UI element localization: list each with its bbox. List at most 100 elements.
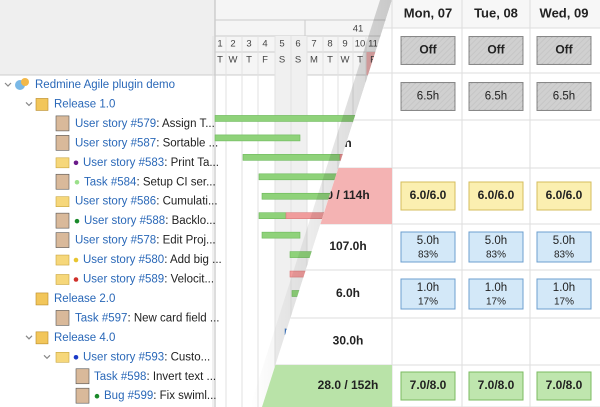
cell-hours: 5.0h xyxy=(485,235,507,247)
avatar xyxy=(55,115,70,132)
status-dot xyxy=(73,257,79,263)
avatar xyxy=(55,310,70,326)
cell-percent: 83% xyxy=(418,250,438,261)
issue-link[interactable]: Release 1.0 xyxy=(54,98,115,110)
tree-row: Redmine Agile plugin demo xyxy=(35,79,175,91)
total-label: 28.0 / 152h xyxy=(318,378,379,392)
expander xyxy=(4,82,12,87)
weekday-label: M xyxy=(310,55,318,66)
issue-link[interactable]: Bug #599 xyxy=(104,390,153,402)
tree-row: User story #580: Add big ... xyxy=(83,254,222,266)
issue-link[interactable]: Release 4.0 xyxy=(54,332,115,344)
cell-percent: 83% xyxy=(554,250,574,261)
folder-icon xyxy=(55,157,70,169)
cell-percent: 17% xyxy=(418,297,438,308)
issue-link[interactable]: Task #584 xyxy=(84,176,137,188)
folder-icon xyxy=(55,254,70,266)
gantt-bar xyxy=(258,212,287,219)
status-dot xyxy=(74,218,80,224)
cell-hours: 1.0h xyxy=(485,282,507,294)
avatar xyxy=(55,232,70,248)
cell-hours: 1.0h xyxy=(417,282,439,294)
tree-row: Task #598: Invert text ... xyxy=(94,371,216,383)
weekday-label: F xyxy=(262,55,268,66)
cell-label: 6.0/6.0 xyxy=(478,188,515,202)
weekday-label: S xyxy=(295,55,301,66)
day-label: 6 xyxy=(295,39,300,50)
allocation-cell xyxy=(468,231,524,263)
tree-row: User story #578: Edit Proj... xyxy=(75,235,216,247)
issue-subject: : Add big ... xyxy=(164,254,222,266)
total-label: 107.0h xyxy=(329,239,366,253)
status-dot xyxy=(73,277,79,282)
tree-row: Bug #599: Fix swiml... xyxy=(104,390,217,402)
day-label: 8 xyxy=(327,39,332,50)
total-label: 30.0h xyxy=(333,334,364,348)
tree-row: User story #583: Print Ta... xyxy=(83,157,219,169)
allocation-cell xyxy=(400,231,456,263)
tree-row: Release 4.0 xyxy=(54,332,115,344)
weekday-label: T xyxy=(327,55,333,66)
expander xyxy=(25,335,33,340)
day-label: 9 xyxy=(342,39,347,50)
issue-link[interactable]: User story #579 xyxy=(75,118,156,130)
issue-subject: : Backlo... xyxy=(165,215,216,227)
issue-link[interactable]: User story #593 xyxy=(83,351,164,363)
issue-link[interactable]: User story #583 xyxy=(83,157,164,169)
day-header: Wed, 09 xyxy=(540,5,589,20)
cell-percent: 83% xyxy=(486,250,506,261)
day-label: 2 xyxy=(230,39,235,50)
cell-percent: 17% xyxy=(486,297,506,308)
issue-subject: : Cumulati... xyxy=(156,196,217,208)
tree-row: User story #587: Sortable ... xyxy=(75,137,218,149)
issue-subject: : New card field ... xyxy=(127,312,219,324)
allocation-cell xyxy=(400,278,456,310)
issue-link[interactable]: Redmine Agile plugin demo xyxy=(35,79,175,91)
cell-face xyxy=(470,37,522,64)
day-header: Tue, 08 xyxy=(474,5,518,20)
issue-link[interactable]: User story #586 xyxy=(75,196,156,208)
issue-link[interactable]: User story #580 xyxy=(83,254,164,266)
cell-label: 6.0/6.0 xyxy=(410,188,447,202)
allocation-cell xyxy=(400,371,456,401)
issue-subject: : Custo... xyxy=(164,351,210,363)
avatar xyxy=(55,173,70,190)
day-label: 7 xyxy=(311,39,316,50)
weekday-label: T xyxy=(357,55,363,66)
issue-subject: : Invert text ... xyxy=(146,371,216,383)
day-label: 1 xyxy=(217,39,222,50)
cell-face xyxy=(538,37,590,64)
cell-face xyxy=(538,83,590,110)
issue-link[interactable]: Task #597 xyxy=(75,312,127,324)
cell-label: 6.5h xyxy=(417,91,439,103)
issue-subject: : Fix swiml... xyxy=(153,390,216,402)
weekday-label: S xyxy=(279,55,285,66)
cell-label: 7.0/8.0 xyxy=(546,378,583,392)
issue-subject: : Assign T... xyxy=(156,118,215,130)
cell-face xyxy=(470,83,522,110)
issue-link[interactable]: User story #589 xyxy=(83,274,164,286)
folder-icon xyxy=(55,196,70,207)
issue-subject: : Print Ta... xyxy=(164,157,219,169)
weekday-label: T xyxy=(246,55,252,66)
tree-row: Release 2.0 xyxy=(54,293,115,305)
tree-row: User story #593: Custo... xyxy=(83,351,210,363)
day-label: 5 xyxy=(279,39,284,50)
allocation-cell xyxy=(400,181,456,211)
issue-link[interactable]: User story #587 xyxy=(75,137,156,149)
tree-header xyxy=(0,0,215,75)
status-dot xyxy=(73,355,79,360)
issue-link[interactable]: Release 2.0 xyxy=(54,293,115,305)
cell-percent: 17% xyxy=(554,297,574,308)
total-label: 6.0h xyxy=(336,286,360,300)
issue-link[interactable]: Task #598 xyxy=(94,371,146,383)
issue-link[interactable]: User story #578 xyxy=(75,235,156,247)
cell-label: Off xyxy=(419,43,437,57)
issue-subject: : Setup CI ser... xyxy=(136,176,215,188)
issue-link[interactable]: User story #588 xyxy=(84,215,165,227)
avatar xyxy=(75,368,90,385)
total-bg xyxy=(262,365,392,407)
tree-row: Task #597: New card field ... xyxy=(75,312,219,324)
issue-subject: : Sortable ... xyxy=(156,137,218,149)
